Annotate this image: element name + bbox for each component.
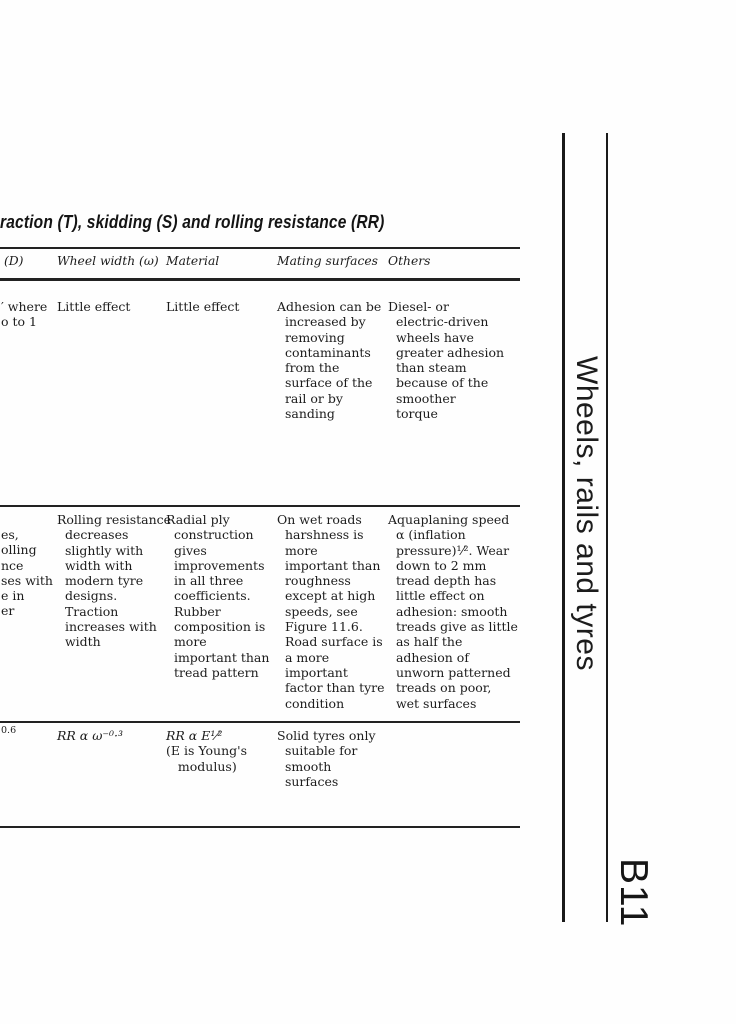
column-header-wheel-width: Wheel width (ω) — [57, 254, 159, 268]
cell-r1-wheel-width: Little effect — [57, 299, 131, 314]
column-header-material: Material — [166, 254, 220, 268]
cell-r3-material-formula: RR α E¹⁄² (E is Young's modulus) — [166, 728, 248, 774]
section-page-label: B11 — [612, 858, 655, 928]
row-divider-rule-2 — [0, 721, 520, 723]
sidebar-inner-rule — [606, 133, 608, 922]
cell-r2-cut-fragment: es, olling nce ses with e in er — [1, 527, 53, 619]
cell-r1-cut-fragment: ′ where o to 1 — [1, 299, 48, 330]
row-divider-rule-1 — [0, 505, 520, 507]
cell-r3-cut-fragment: 0.6 — [1, 725, 17, 736]
table-bottom-rule — [0, 826, 520, 828]
cell-r2-others: Aquaplaning speed α (inflation pressure)… — [388, 512, 518, 711]
cell-r3-wheel-width-formula: RR α ω⁻⁰·³ — [57, 728, 123, 743]
column-header-mating-surfaces: Mating surfaces — [277, 254, 378, 268]
cell-r1-material: Little effect — [166, 299, 240, 314]
cell-r2-material: Radial ply construction gives improvemen… — [166, 512, 270, 680]
section-tab-title: Wheels, rails and tyres — [570, 356, 603, 671]
table-top-rule — [0, 247, 520, 249]
cell-r1-mating-surfaces: Adhesion can be increased by removing co… — [277, 299, 382, 422]
cell-r3-mating-surfaces: Solid tyres only suitable for smooth sur… — [277, 728, 376, 789]
cell-r1-others: Diesel- or electric-driven wheels have g… — [388, 299, 505, 422]
column-header-others: Others — [388, 254, 431, 268]
cell-r2-mating-surfaces: On wet roads harshness is more important… — [277, 512, 385, 711]
column-header-diameter: (D) — [4, 254, 24, 268]
cell-r2-wheel-width: Rolling resistance decreases slightly wi… — [57, 512, 172, 650]
sidebar-outer-rule — [562, 133, 565, 922]
header-bottom-rule — [0, 278, 520, 281]
table-title: raction (T), skidding (S) and rolling re… — [0, 211, 385, 232]
